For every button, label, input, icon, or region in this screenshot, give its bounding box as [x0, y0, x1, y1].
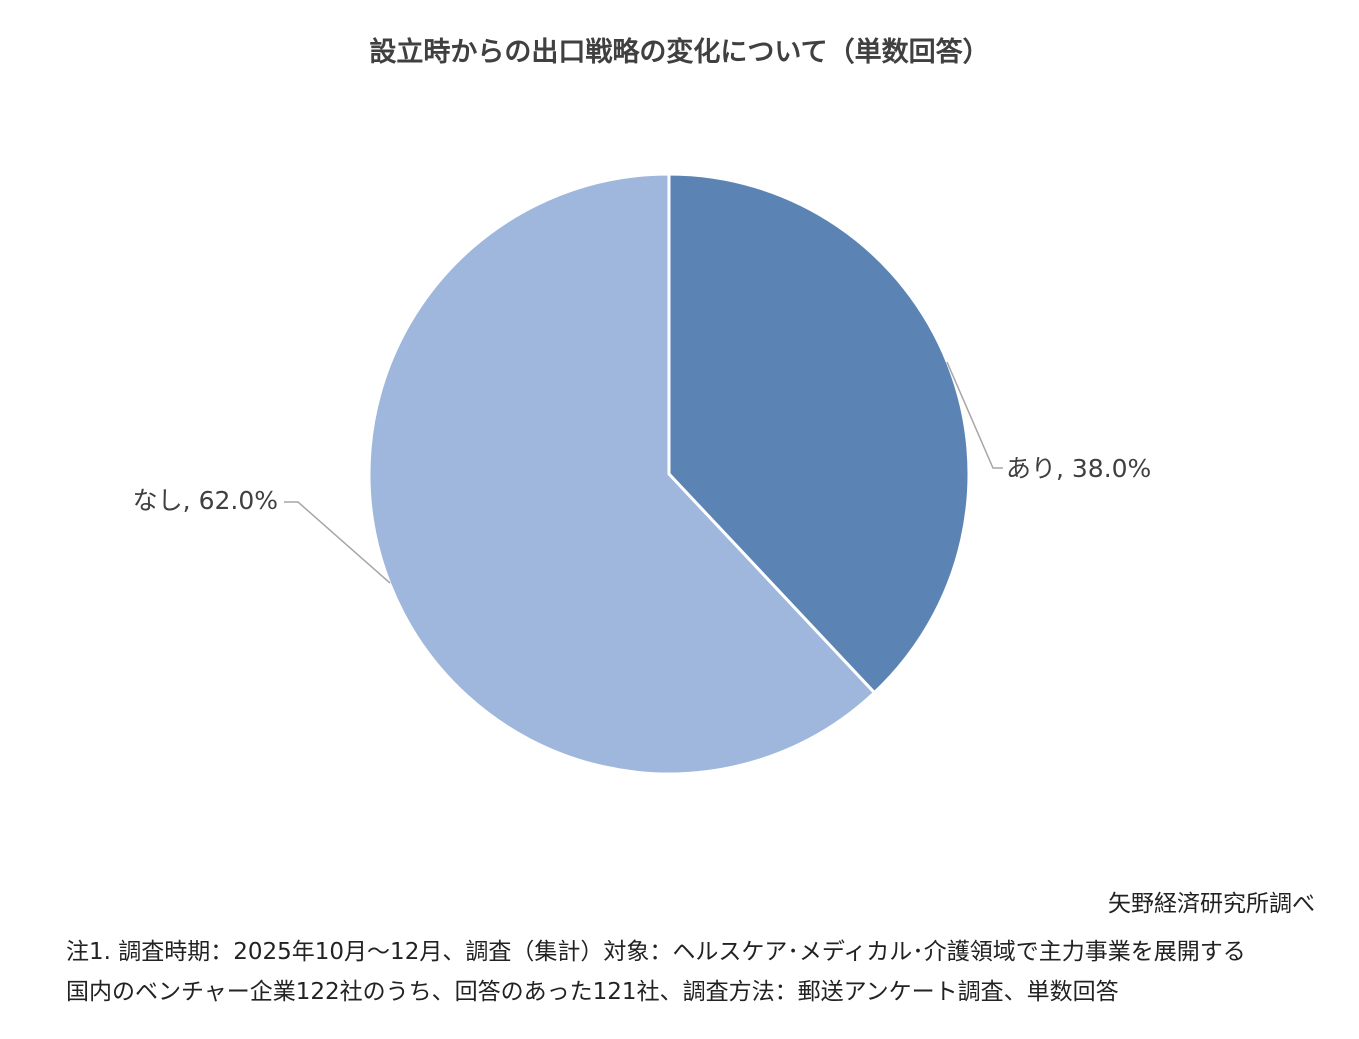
footnote-line-2: 国内のベンチャー企業122社のうち、回答のあった121社、調査方法：郵送アンケー… [66, 979, 1119, 1005]
pie-slice-2 [367, 172, 877, 776]
source-credit: 矢野経済研究所調べ [1108, 891, 1315, 917]
data-label-1: あり, 38.0% [1006, 454, 1151, 483]
leader-line-1 [946, 361, 1003, 469]
leader-line-2 [284, 501, 391, 584]
chart-title: 設立時からの出口戦略の変化について（単数回答） [369, 37, 990, 68]
data-label-2: なし, 62.0% [133, 486, 278, 515]
footnote: 注1. 調査時期：2025年10月～12月、調査（集計）対象：ヘルスケア･メディ… [66, 932, 1246, 1012]
footnote-line-1: 注1. 調査時期：2025年10月～12月、調査（集計）対象：ヘルスケア･メディ… [66, 939, 1246, 965]
